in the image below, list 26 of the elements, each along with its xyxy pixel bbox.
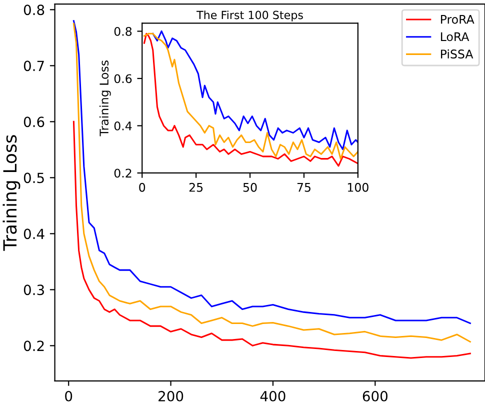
y-tick-label: 0.4 (24, 228, 44, 240)
x-tick-label: 200 (158, 390, 184, 402)
y-tick-label: 0.2 (24, 340, 44, 352)
x-tick-label: 100 (348, 182, 368, 192)
x-tick-label: 25 (189, 182, 203, 192)
y-tick-label: 0.6 (114, 74, 132, 84)
x-tick-label: 400 (260, 390, 286, 402)
legend-label: ProRA (441, 15, 474, 24)
y-tick-label: 0.3 (24, 284, 44, 296)
x-tick-label: 0 (65, 390, 72, 402)
x-tick-label: 50 (243, 182, 257, 192)
y-axis-title: Training Loss (2, 135, 20, 251)
x-tick-label: 600 (362, 390, 388, 402)
y-tick-label: 0.4 (114, 121, 132, 130)
y-tick-label: 0.5 (24, 172, 44, 184)
legend-label: LoRA (441, 32, 470, 42)
y-tick-label: 0.7 (24, 60, 44, 72)
legend-label: PiSSA (441, 49, 474, 58)
chart-title: The First 100 Steps (196, 10, 303, 22)
y-tick-label: 0.8 (114, 26, 132, 36)
x-tick-label: 75 (297, 183, 310, 192)
x-tick-label: 0 (139, 182, 146, 192)
y-tick-label: 0.2 (114, 168, 132, 178)
y-tick-label: 0.6 (24, 116, 44, 128)
y-tick-label: 0.8 (24, 4, 44, 16)
y-axis-title: Training Loss (99, 60, 111, 136)
